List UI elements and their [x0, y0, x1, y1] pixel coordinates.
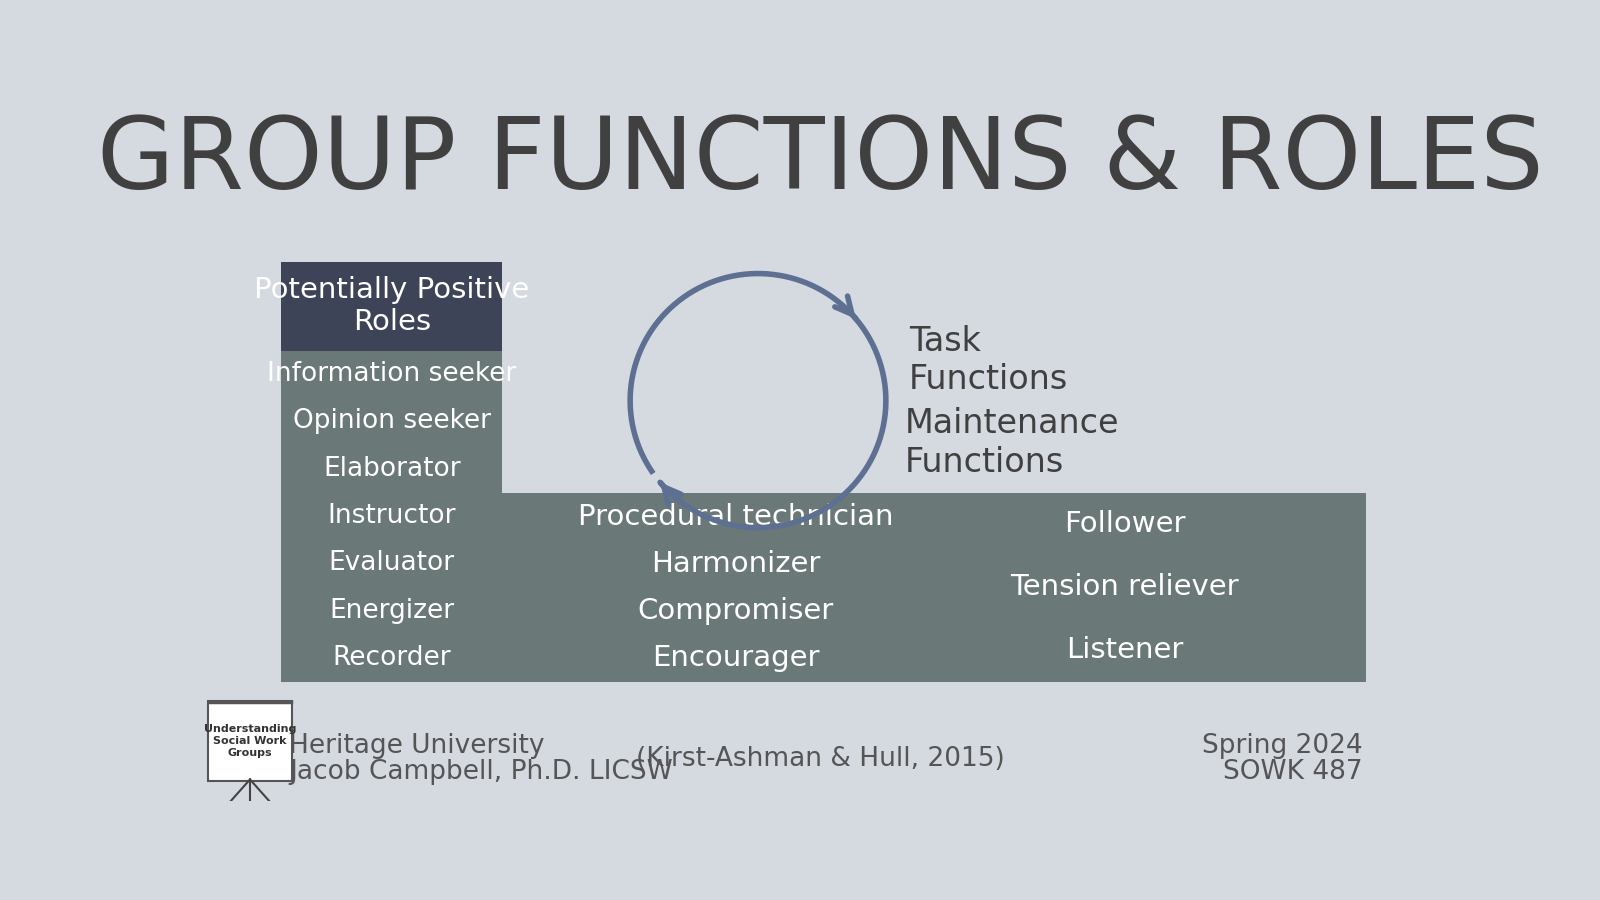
FancyBboxPatch shape — [208, 701, 293, 781]
FancyBboxPatch shape — [282, 351, 502, 681]
Text: Procedural technician: Procedural technician — [578, 502, 893, 531]
Text: Compromiser: Compromiser — [637, 597, 834, 625]
Text: Task
Functions: Task Functions — [909, 325, 1069, 396]
Text: Listener: Listener — [1066, 636, 1182, 664]
Text: Understanding
Social Work
Groups: Understanding Social Work Groups — [203, 724, 296, 758]
Text: Potentially Positive
Roles: Potentially Positive Roles — [254, 276, 530, 337]
Text: Maintenance
Functions: Maintenance Functions — [906, 408, 1120, 479]
FancyBboxPatch shape — [502, 493, 1366, 681]
Text: Tension reliever: Tension reliever — [1010, 573, 1238, 601]
Text: Information seeker: Information seeker — [267, 361, 517, 387]
Text: Opinion seeker: Opinion seeker — [293, 409, 491, 435]
Text: Elaborator: Elaborator — [323, 455, 461, 482]
Text: Evaluator: Evaluator — [328, 551, 454, 576]
Text: Energizer: Energizer — [330, 598, 454, 624]
FancyBboxPatch shape — [282, 262, 502, 351]
Text: Recorder: Recorder — [333, 645, 451, 671]
Text: GROUP FUNCTIONS & ROLES: GROUP FUNCTIONS & ROLES — [96, 113, 1544, 211]
Text: Spring 2024: Spring 2024 — [1202, 733, 1363, 759]
Text: Harmonizer: Harmonizer — [651, 550, 821, 578]
Text: Jacob Campbell, Ph.D. LICSW: Jacob Campbell, Ph.D. LICSW — [290, 759, 674, 785]
Text: Instructor: Instructor — [328, 503, 456, 529]
Text: Follower: Follower — [1064, 510, 1186, 538]
Text: (Kirst-Ashman & Hull, 2015): (Kirst-Ashman & Hull, 2015) — [635, 745, 1005, 771]
Text: SOWK 487: SOWK 487 — [1222, 759, 1363, 785]
Text: Heritage University: Heritage University — [290, 733, 544, 759]
Text: Encourager: Encourager — [651, 644, 819, 672]
